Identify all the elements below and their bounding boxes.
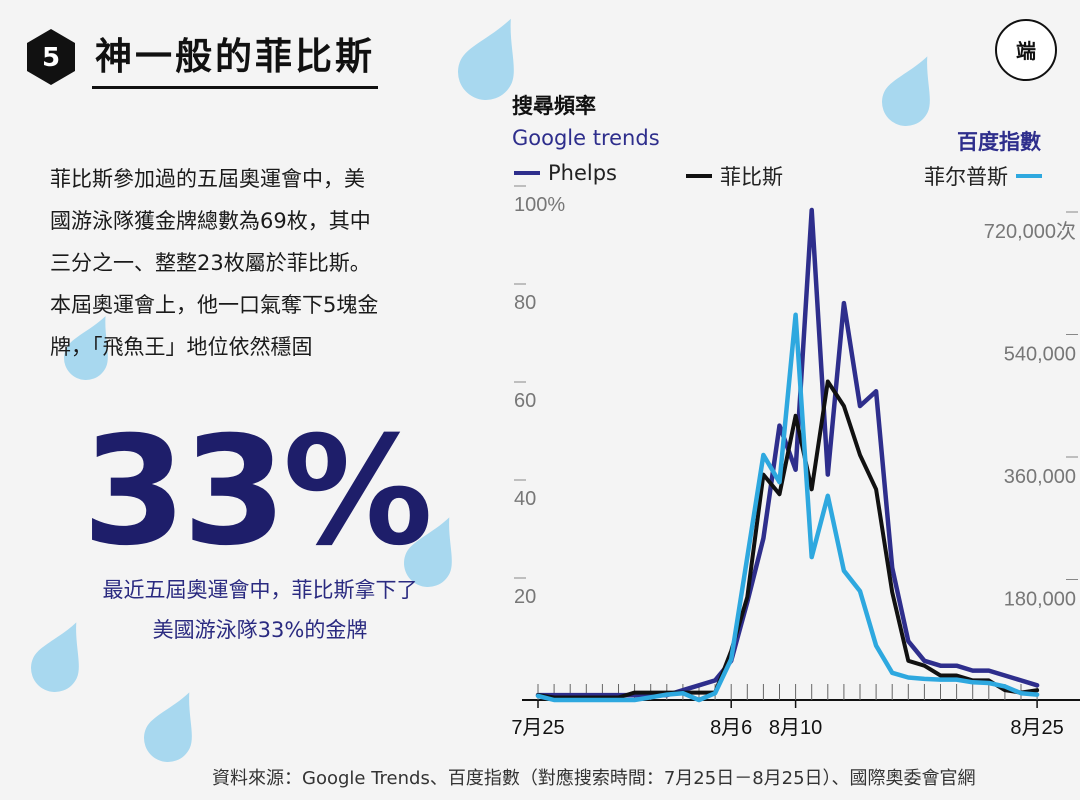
series-line-feier <box>535 312 1040 703</box>
legend-label: 菲尔普斯 <box>924 165 1008 189</box>
droplet-icon <box>144 692 192 762</box>
legend-label: 菲比斯 <box>720 165 783 189</box>
body-line: 牌，「飛魚王」地位依然穩固 <box>50 335 313 359</box>
x-tick-label: 8月25 <box>1010 717 1063 739</box>
title-underline <box>92 86 378 89</box>
legend-swatch-feier <box>1016 174 1042 178</box>
y-right-tick-label: 360,000 <box>1004 466 1076 488</box>
headline-percentage: 33% <box>82 405 433 579</box>
section-number-badge: 5 <box>27 29 75 85</box>
droplet-decorations <box>31 18 930 762</box>
y-left-tick-label: 100% <box>514 194 565 216</box>
chart-header: 搜尋頻率 <box>512 94 596 118</box>
x-tick-label: 8月6 <box>710 717 752 739</box>
right-axis-title: 百度指數 <box>957 130 1041 154</box>
droplet-icon <box>64 316 108 380</box>
droplet-icon <box>882 56 930 126</box>
series-line-feibisi <box>536 379 1040 700</box>
y-left-tick-label: 20 <box>514 586 536 608</box>
publisher-logo: 端 <box>995 19 1057 81</box>
caption-line: 美國游泳隊33%的金牌 <box>152 618 368 642</box>
logo-text: 端 <box>1016 39 1036 63</box>
percentage-caption: 最近五屆奧運會中，菲比斯拿下了 美國游泳隊33%的金牌 <box>50 570 470 650</box>
y-right-tick-label: 720,000次 <box>984 220 1076 243</box>
y-left-tick-label: 80 <box>514 292 536 314</box>
legend-swatch-feibisi <box>686 174 712 178</box>
legend-label: Phelps <box>548 161 617 185</box>
left-axis-title: Google trends <box>512 126 660 150</box>
body-line: 國游泳隊獲金牌總數為69枚，其中 <box>50 209 371 233</box>
legend-swatch-phelps <box>514 171 540 175</box>
caption-line: 最近五屆奧運會中，菲比斯拿下了 <box>102 578 418 602</box>
body-line: 本屆奧運會上，他一口氣奪下5塊金 <box>50 293 379 317</box>
body-paragraph: 菲比斯參加過的五屆奧運會中，美 國游泳隊獲金牌總數為69枚，其中 三分之一、整整… <box>50 158 450 368</box>
legend-feier: 菲尔普斯 <box>924 161 1042 191</box>
legend-feibisi: 菲比斯 <box>686 161 783 191</box>
section-number: 5 <box>42 43 60 73</box>
droplet-icon <box>31 622 79 692</box>
x-tick-label: 8月10 <box>769 717 822 739</box>
droplet-icon <box>458 18 514 100</box>
y-left-tick-label: 60 <box>514 390 536 412</box>
page-title: 神一般的菲比斯 <box>95 35 375 78</box>
legend-phelps: Phelps <box>514 161 617 185</box>
droplet-icon <box>404 517 452 587</box>
y-left-tick-label: 40 <box>514 488 536 510</box>
x-tick-label: 7月25 <box>511 717 564 739</box>
body-line: 三分之一、整整23枚屬於菲比斯。 <box>50 251 371 275</box>
y-right-tick-label: 180,000 <box>1004 589 1076 611</box>
source-note: 資料來源：Google Trends、百度指數（對應搜索時間：7月25日－8月2… <box>212 768 976 789</box>
body-line: 菲比斯參加過的五屆奧運會中，美 <box>50 167 365 191</box>
y-right-tick-label: 540,000 <box>1004 344 1076 366</box>
line-chart: 7月25 8月6 8月10 8月25 100% 80 60 40 20 720,000次 540,0… <box>511 185 1080 739</box>
